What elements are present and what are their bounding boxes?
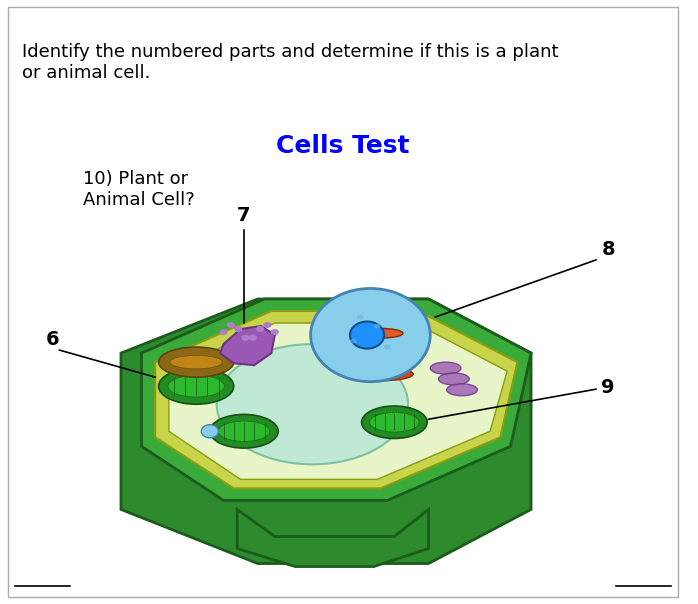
Ellipse shape [362, 406, 427, 439]
Ellipse shape [242, 335, 250, 341]
Ellipse shape [218, 421, 269, 442]
Ellipse shape [348, 367, 413, 381]
Text: 9: 9 [602, 378, 615, 397]
Ellipse shape [359, 329, 403, 338]
Ellipse shape [357, 315, 364, 320]
Ellipse shape [170, 355, 223, 369]
Ellipse shape [263, 322, 272, 328]
Ellipse shape [350, 339, 357, 344]
Ellipse shape [219, 329, 228, 335]
Ellipse shape [350, 321, 384, 349]
Ellipse shape [430, 362, 461, 374]
Ellipse shape [447, 384, 477, 396]
Text: 6: 6 [46, 330, 59, 349]
Polygon shape [169, 323, 507, 480]
Text: 8: 8 [602, 240, 615, 259]
Ellipse shape [234, 326, 242, 332]
Text: 10) Plant or
Animal Cell?: 10) Plant or Animal Cell? [83, 170, 195, 208]
Ellipse shape [384, 345, 391, 350]
Ellipse shape [438, 373, 469, 385]
Polygon shape [142, 299, 531, 500]
Ellipse shape [158, 347, 234, 377]
Ellipse shape [256, 326, 265, 332]
Text: 7: 7 [237, 206, 251, 225]
Ellipse shape [227, 322, 235, 328]
Ellipse shape [168, 375, 224, 397]
Text: Identify the numbered parts and determine if this is a plant
or animal cell.: Identify the numbered parts and determin… [22, 43, 558, 82]
Ellipse shape [158, 368, 234, 404]
Polygon shape [237, 509, 429, 567]
Ellipse shape [216, 344, 408, 464]
Text: Cells Test: Cells Test [276, 133, 410, 158]
Ellipse shape [374, 324, 380, 329]
Ellipse shape [201, 425, 218, 438]
Polygon shape [155, 311, 517, 489]
Ellipse shape [271, 329, 279, 335]
Polygon shape [220, 326, 275, 365]
Ellipse shape [370, 413, 419, 432]
Ellipse shape [355, 340, 406, 351]
Ellipse shape [352, 353, 410, 365]
Ellipse shape [311, 289, 430, 382]
Polygon shape [121, 299, 531, 564]
Ellipse shape [210, 414, 279, 448]
Ellipse shape [248, 335, 257, 341]
